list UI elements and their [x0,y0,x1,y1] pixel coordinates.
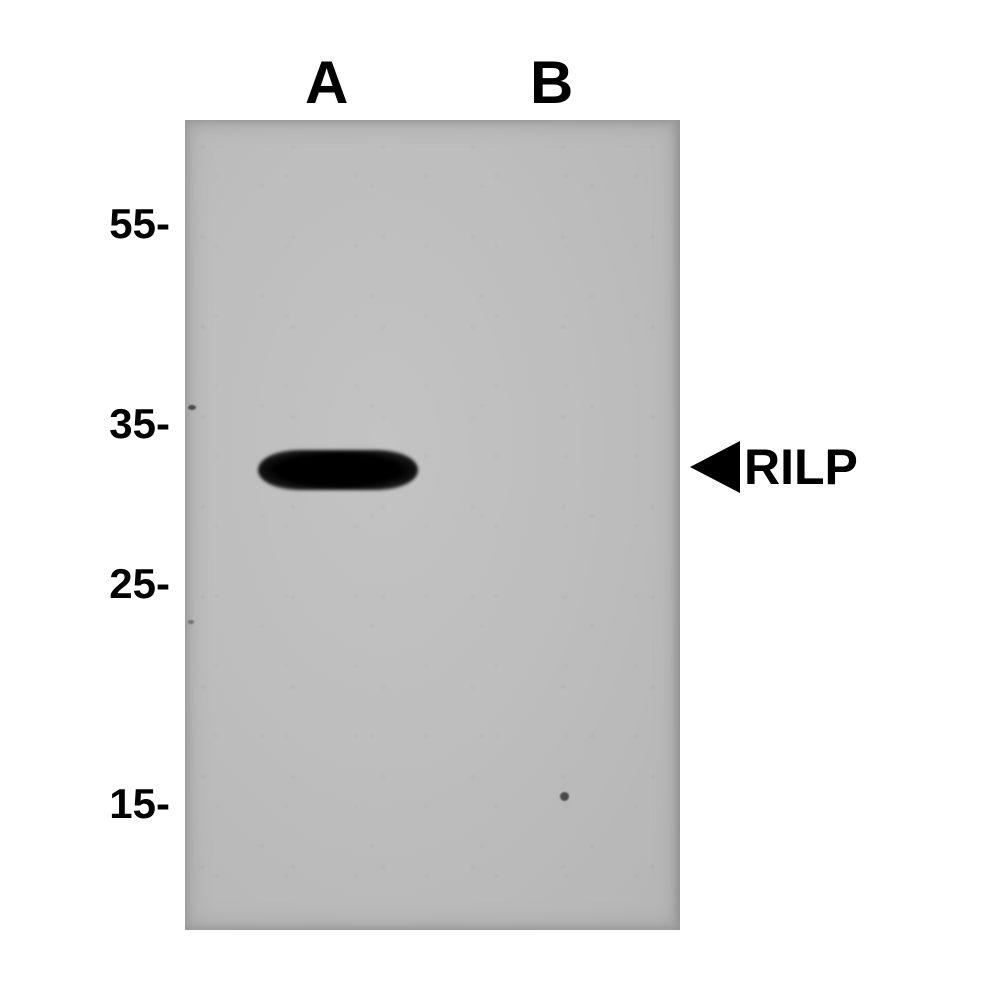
artifact-3 [188,620,194,624]
target-name: RILP [744,438,858,496]
marker-25: 25- [80,560,170,608]
membrane-texture [185,120,680,930]
blot-membrane [185,120,680,930]
arrow-left-icon [690,441,740,493]
artifact-2 [560,792,569,801]
band-rilp-lane-a [258,450,418,490]
lane-header-b: B [530,48,573,117]
marker-15: 15- [80,780,170,828]
artifact-1 [188,405,196,410]
lane-header-a: A [305,48,348,117]
target-label: RILP [690,438,858,496]
marker-55: 55- [80,200,170,248]
marker-35: 35- [80,400,170,448]
